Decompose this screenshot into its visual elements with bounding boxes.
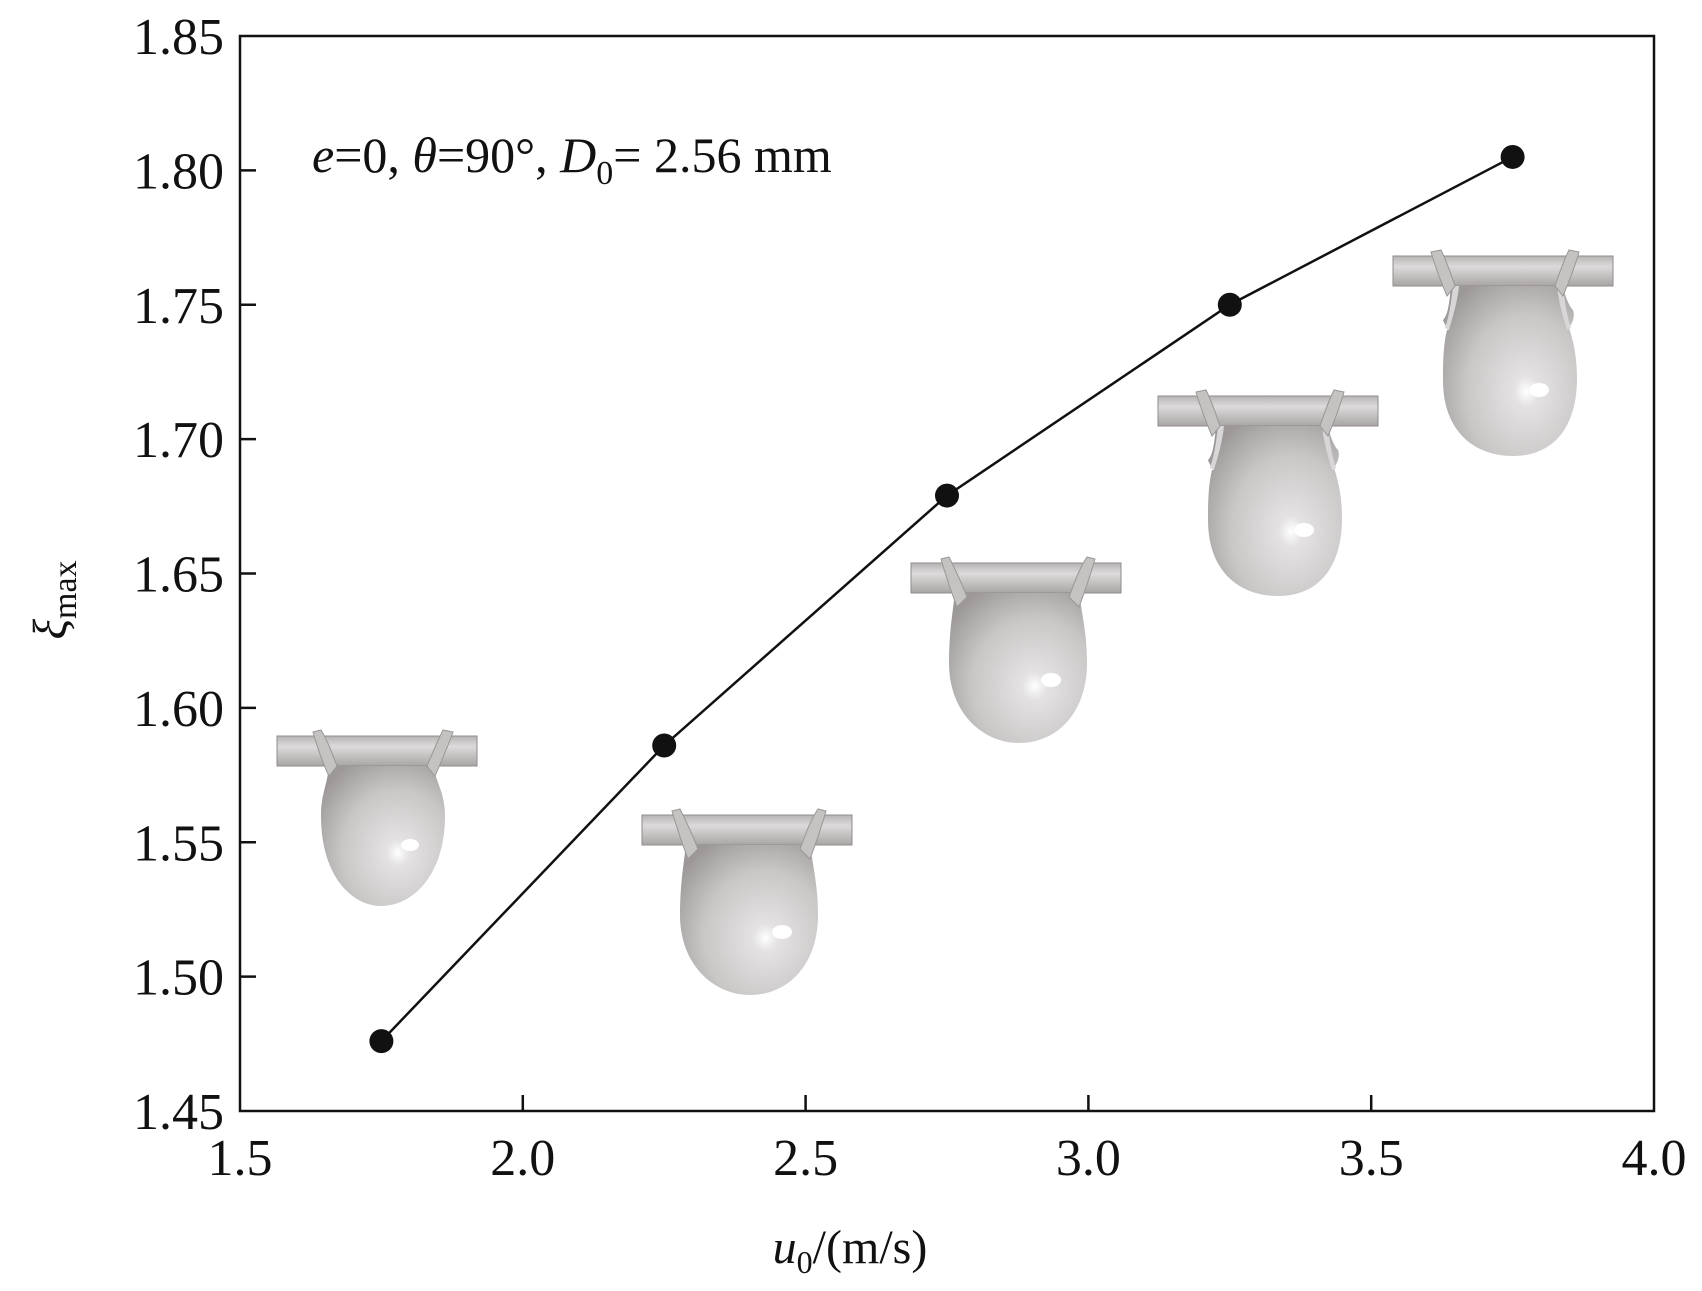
x-tick-label: 3.5 — [1339, 1130, 1404, 1187]
y-axis-ticks: 1.45 1.50 1.55 1.60 1.65 1.70 1.75 1.80 1.85 — [133, 9, 256, 1141]
annot-d-value: = 2.56 mm — [613, 127, 832, 183]
data-point — [1500, 144, 1525, 169]
data-series — [369, 144, 1525, 1054]
y-axis-title-symbol: ξ — [24, 619, 77, 640]
inset-snapshots — [276, 249, 1614, 996]
x-tick-label: 4.0 — [1622, 1130, 1687, 1187]
x-tick-label: 2.0 — [490, 1130, 555, 1187]
x-axis-title-symbol: u — [773, 1221, 797, 1274]
droplet-snapshot-5 — [1392, 249, 1614, 457]
annot-e-symbol: e — [312, 127, 334, 183]
x-tick-label: 2.5 — [773, 1130, 838, 1187]
y-tick-label: 1.50 — [133, 950, 224, 1007]
annot-theta-value: =90°, — [437, 127, 560, 183]
x-axis-title-subscript: 0 — [797, 1244, 813, 1280]
data-point — [652, 733, 677, 758]
y-axis-title: ξmax — [24, 560, 84, 639]
droplet-snapshot-4 — [1157, 389, 1379, 597]
parameter-annotation: e=0, θ=90°, D0= 2.56 mm — [312, 127, 832, 192]
series-line — [380, 155, 1514, 1042]
droplet-snapshot-1 — [276, 729, 478, 907]
annot-theta-symbol: θ — [412, 127, 437, 183]
y-axis-title-subscript: max — [47, 560, 84, 619]
x-tick-label: 1.5 — [208, 1130, 273, 1187]
x-axis-title: u0/(m/s) — [773, 1221, 928, 1280]
y-tick-label: 1.60 — [133, 681, 224, 738]
y-tick-label: 1.65 — [133, 547, 224, 604]
x-axis-ticks: 1.5 2.0 2.5 3.0 3.5 4.0 — [208, 1095, 1687, 1187]
y-tick-label: 1.55 — [133, 815, 224, 872]
x-tick-label: 3.0 — [1056, 1130, 1121, 1187]
data-point — [935, 483, 959, 508]
y-tick-label: 1.80 — [133, 143, 224, 200]
droplet-snapshot-2 — [641, 808, 853, 996]
data-point — [1217, 292, 1242, 317]
annot-d-symbol: D — [559, 127, 596, 183]
y-tick-label: 1.85 — [133, 9, 224, 66]
annot-d-subscript: 0 — [596, 155, 613, 192]
droplet-snapshot-3 — [910, 556, 1122, 744]
y-tick-label: 1.75 — [133, 278, 224, 335]
data-point — [369, 1029, 394, 1054]
annot-e-value: =0, — [334, 127, 412, 183]
y-tick-label: 1.70 — [133, 412, 224, 469]
y-tick-label: 1.45 — [133, 1084, 224, 1141]
x-axis-title-unit: /(m/s) — [813, 1221, 928, 1274]
